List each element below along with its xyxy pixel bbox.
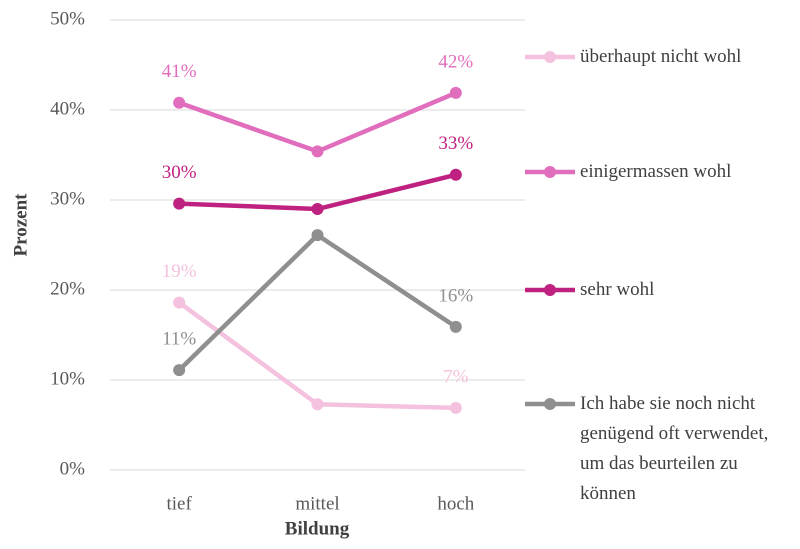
point [449,401,462,414]
point [311,229,324,242]
x-axis-label: Bildung [285,518,350,539]
y-tick-label: 40% [50,98,85,119]
data-label: 41% [162,61,197,82]
point [173,364,186,377]
y-tick-label: 10% [50,368,85,389]
point [449,320,462,333]
point [449,86,462,99]
legend-marker [544,398,556,410]
point [173,296,186,309]
point [311,203,324,215]
data-label: 30% [162,162,197,183]
series-line [177,300,456,411]
x-tick-label: mittel [295,493,339,514]
legend-label: sehr wohl [580,279,655,300]
legend-label: überhaupt nicht wohl [580,46,742,67]
legend-marker [544,166,556,178]
legend-marker [544,51,556,63]
series-line [178,90,457,154]
point [311,398,324,411]
y-axis-label: Prozent [10,193,31,257]
y-tick-label: 20% [50,278,85,299]
data-label: 11% [162,328,196,349]
data-label: 7% [443,366,469,387]
y-tick-label: 50% [50,8,85,29]
point [449,168,462,181]
point [311,145,324,158]
data-label: 16% [438,285,473,306]
y-tick-label: 30% [50,188,85,209]
data-label: 19% [162,261,197,282]
y-tick-label: 0% [60,458,86,479]
x-tick-label: hoch [437,493,474,514]
point [173,197,186,210]
legend-marker [544,284,556,296]
series-line [177,232,458,372]
data-label: 42% [438,51,473,72]
point [173,96,186,109]
legend-label: einigermassen wohl [580,161,732,182]
x-tick-label: tief [167,493,193,514]
legend-label: Ich habe sie noch nicht genügend oft ver… [580,393,769,504]
data-label: 33% [438,133,473,154]
